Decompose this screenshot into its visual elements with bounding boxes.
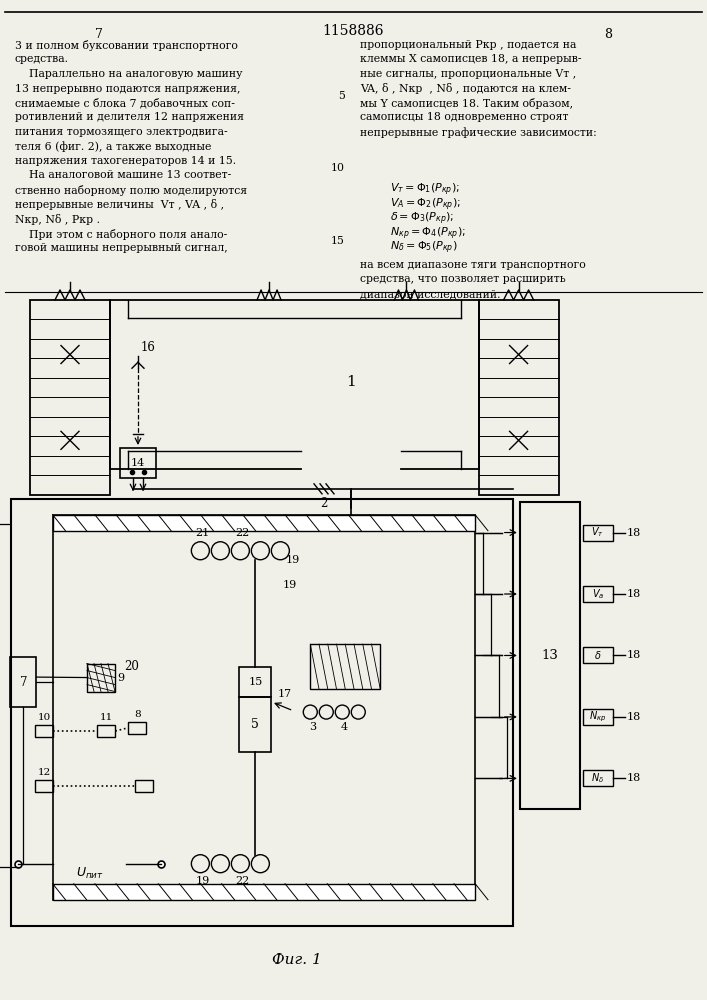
Text: 17: 17 [277,689,291,699]
Text: напряжения тахогенераторов 14 и 15.: напряжения тахогенераторов 14 и 15. [15,156,236,166]
Text: $V_A = \Phi_2(P_{кр});$: $V_A = \Phi_2(P_{кр});$ [390,196,461,213]
Text: клеммы X самописцев 18, а непрерыв-: клеммы X самописцев 18, а непрерыв- [360,54,581,64]
Text: ные сигналы, пропорциональные Vт ,: ные сигналы, пропорциональные Vт , [360,69,576,79]
Text: 19: 19 [286,555,300,565]
Bar [30,300,110,495]
Bar [120,448,156,478]
Bar [11,499,513,926]
Text: снимаемые с блока 7 добавочных соп-: снимаемые с блока 7 добавочных соп- [15,98,235,109]
Text: 11: 11 [100,713,113,722]
Bar [583,709,613,725]
Text: 3: 3 [309,722,316,732]
Text: 5: 5 [252,718,259,731]
Text: 5: 5 [338,91,345,101]
Text: Nкр, Nδ , Pкр .: Nкр, Nδ , Pкр . [15,214,100,225]
Text: 8: 8 [134,710,141,719]
Text: 18: 18 [627,650,641,660]
Text: непрерывные графические зависимости:: непрерывные графические зависимости: [360,127,597,138]
Text: $N_\delta$: $N_\delta$ [591,771,604,785]
Bar [52,515,475,531]
Text: $\delta = \Phi_3(P_{кр});$: $\delta = \Phi_3(P_{кр});$ [390,211,455,227]
Text: 20: 20 [124,660,139,673]
Bar [52,884,475,900]
Text: 18: 18 [627,773,641,783]
Text: 15: 15 [331,236,345,246]
Bar [11,657,37,707]
Text: $V_т = \Phi_1(P_{кр});$: $V_т = \Phi_1(P_{кр});$ [390,182,460,198]
Text: На аналоговой машине 13 соответ-: На аналоговой машине 13 соответ- [15,170,231,180]
Text: $V_т$: $V_т$ [592,526,604,539]
Text: ротивлений и делителя 12 напряжения: ротивлений и делителя 12 напряжения [15,112,244,122]
Bar [35,780,54,792]
Text: питания тормозящего электродвига-: питания тормозящего электродвига- [15,127,228,137]
Text: $N_\delta = \Phi_5(P_{кр})$: $N_\delta = \Phi_5(P_{кр})$ [390,240,457,256]
Bar [128,722,146,734]
Text: мы Y самописцев 18. Таким образом,: мы Y самописцев 18. Таким образом, [360,98,573,109]
Text: Фиг. 1: Фиг. 1 [271,953,322,967]
Text: VA, δ , Nкр  , Nδ , подаются на клем-: VA, δ , Nкр , Nδ , подаются на клем- [360,84,571,95]
Text: 16: 16 [141,341,156,354]
Text: 10: 10 [38,713,51,722]
Text: 15: 15 [248,677,262,687]
Text: говой машины непрерывный сигнал,: говой машины непрерывный сигнал, [15,243,228,253]
Text: 7: 7 [20,676,27,689]
Text: 18: 18 [627,528,641,538]
Bar [583,647,613,663]
Text: 10: 10 [331,163,345,173]
Text: $N_{кр}$: $N_{кр}$ [589,710,607,724]
Text: При этом с наборного поля анало-: При этом с наборного поля анало- [15,229,227,239]
Text: Параллельно на аналоговую машину: Параллельно на аналоговую машину [15,69,243,79]
Text: ственно наборному полю моделируются: ственно наборному полю моделируются [15,185,247,196]
Text: диапазон исследований.: диапазон исследований. [360,289,501,299]
Text: $U_{пит}$: $U_{пит}$ [76,866,104,881]
Text: 14: 14 [131,458,145,468]
Text: 8: 8 [604,28,612,41]
Bar [98,725,115,737]
Text: 13 непрерывно подаются напряжения,: 13 непрерывно подаются напряжения, [15,84,240,94]
Text: 13: 13 [542,649,559,662]
Bar [520,502,580,809]
Text: $N_{кр}= \Phi_4(P_{кр});$: $N_{кр}= \Phi_4(P_{кр});$ [390,226,466,242]
Text: 2: 2 [320,497,328,510]
Text: теля 6 (фиг. 2), а также выходные: теля 6 (фиг. 2), а также выходные [15,141,211,152]
Text: средства.: средства. [15,54,69,64]
Text: $\delta$: $\delta$ [594,649,602,661]
Text: 18: 18 [627,589,641,599]
Text: 3 и полном буксовании транспортного: 3 и полном буксовании транспортного [15,40,238,51]
Text: 22: 22 [235,528,250,538]
Bar [52,515,475,900]
Bar [479,300,559,495]
Text: 19: 19 [282,580,297,590]
Text: средства, что позволяет расширить: средства, что позволяет расширить [360,274,566,284]
Text: 21: 21 [195,528,209,538]
Text: 19: 19 [195,876,209,886]
Bar [35,725,54,737]
Text: 9: 9 [117,673,124,683]
Bar [135,780,153,792]
Bar [583,586,613,602]
Text: 1: 1 [346,375,356,389]
Text: на всем диапазоне тяги транспортного: на всем диапазоне тяги транспортного [360,260,586,270]
Text: 18: 18 [627,712,641,722]
Text: самописцы 18 одновременно строят: самописцы 18 одновременно строят [360,112,568,122]
Text: 7: 7 [95,28,103,41]
Text: 1158886: 1158886 [323,24,384,38]
Bar [310,644,380,689]
Bar [240,667,271,697]
Text: непрерывные величины  Vт , VA , δ ,: непрерывные величины Vт , VA , δ , [15,200,224,211]
Text: пропорциональный Pкр , подается на: пропорциональный Pкр , подается на [360,40,576,50]
Bar [240,697,271,752]
Bar [583,525,613,541]
Text: 12: 12 [38,768,51,777]
Bar [87,664,115,692]
Text: $V_a$: $V_a$ [592,587,604,601]
Bar [583,770,613,786]
Text: 22: 22 [235,876,250,886]
Text: 4: 4 [341,722,348,732]
